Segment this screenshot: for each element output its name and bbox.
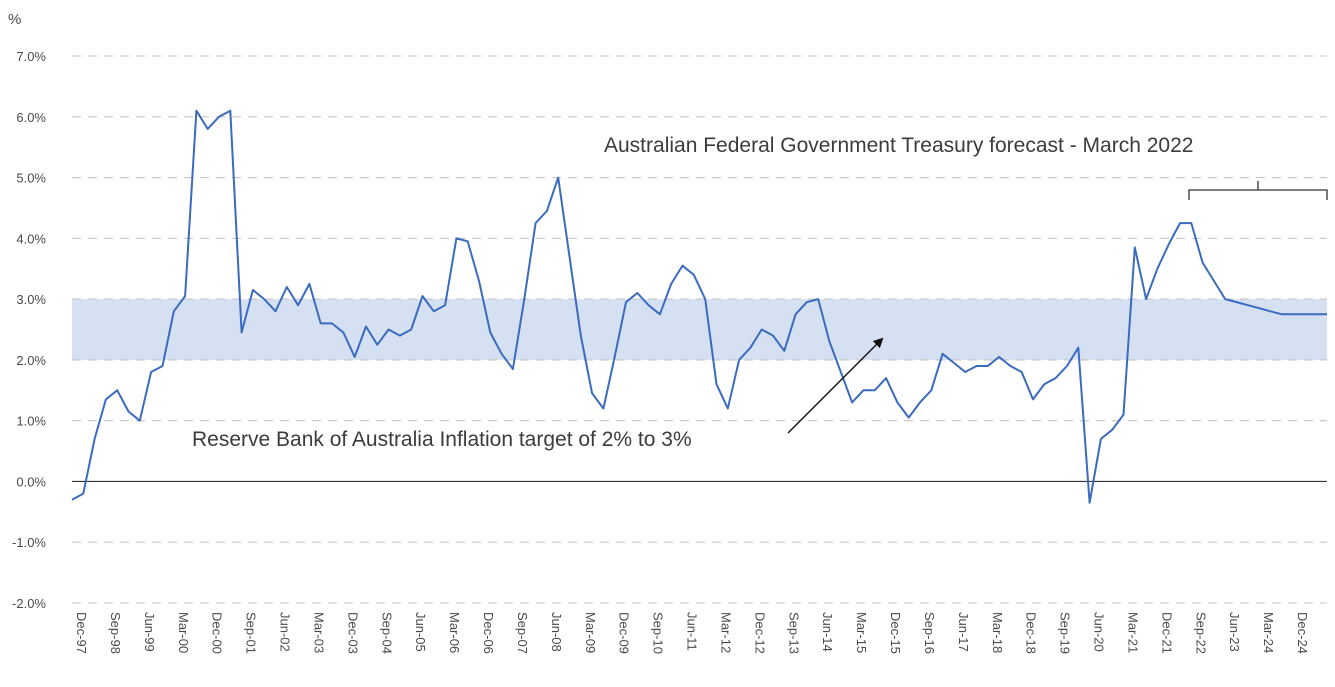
x-tick-label: Dec-00 [210,612,225,654]
target-band [72,299,1327,360]
forecast-bracket [1188,181,1328,200]
y-tick-label: 7.0% [16,49,46,64]
y-tick-label: 0.0% [16,474,46,489]
y-unit-label: % [8,11,21,28]
rba-target-annotation: Reserve Bank of Australia Inflation targ… [192,428,692,451]
y-tick-label: 6.0% [16,110,46,125]
treasury-forecast-annotation: Australian Federal Government Treasury f… [604,134,1193,157]
x-tick-label: Dec-06 [481,612,496,654]
y-tick-label: 3.0% [16,292,46,307]
x-tick-label: Mar-18 [990,612,1005,653]
x-tick-label: Dec-15 [888,612,903,654]
x-tick-label: Jun-08 [549,612,564,652]
target-arrow [787,337,884,434]
x-tick-label: Jun-02 [278,612,293,652]
y-tick-label: 1.0% [16,414,46,429]
x-tick-label: Dec-24 [1295,612,1310,654]
x-tick-label: Mar-06 [447,612,462,653]
x-tick-label: Dec-03 [345,612,360,654]
x-tick-label: Sep-13 [786,612,801,654]
x-tick-label: Sep-10 [651,612,666,654]
x-tick-label: Jun-17 [956,612,971,652]
x-tick-label: Sep-01 [244,612,259,654]
x-tick-label: Jun-23 [1227,612,1242,652]
x-tick-label: Mar-21 [1126,612,1141,653]
y-tick-label: 2.0% [16,353,46,368]
x-tick-label: Mar-03 [311,612,326,653]
x-tick-label: Sep-19 [1058,612,1073,654]
x-tick-label: Mar-15 [854,612,869,653]
x-tick-label: Sep-98 [108,612,123,654]
x-tick-label: Jun-05 [413,612,428,652]
x-tick-label: Sep-07 [515,612,530,654]
y-tick-label: 5.0% [16,171,46,186]
x-tick-label: Jun-20 [1092,612,1107,652]
x-tick-label: Jun-99 [142,612,157,652]
x-tick-label: Dec-12 [752,612,767,654]
x-tick-label: Dec-09 [617,612,632,654]
x-tick-label: Mar-12 [719,612,734,653]
y-tick-label: -2.0% [12,596,46,611]
x-tick-label: Jun-14 [820,612,835,652]
x-tick-label: Dec-21 [1159,612,1174,654]
cpi-series-line [71,109,1327,504]
x-tick-label: Dec-97 [74,612,89,654]
x-tick-label: Mar-09 [583,612,598,653]
y-tick-label: 4.0% [16,231,46,246]
x-tick-label: Sep-22 [1193,612,1208,654]
x-tick-label: Dec-18 [1024,612,1039,654]
x-tick-label: Sep-04 [379,612,394,654]
x-tick-label: Sep-16 [922,612,937,654]
x-tick-label: Mar-00 [176,612,191,653]
x-tick-label: Mar-24 [1261,612,1276,653]
x-tick-label: Jun-11 [685,612,700,651]
y-tick-label: -1.0% [12,535,46,550]
